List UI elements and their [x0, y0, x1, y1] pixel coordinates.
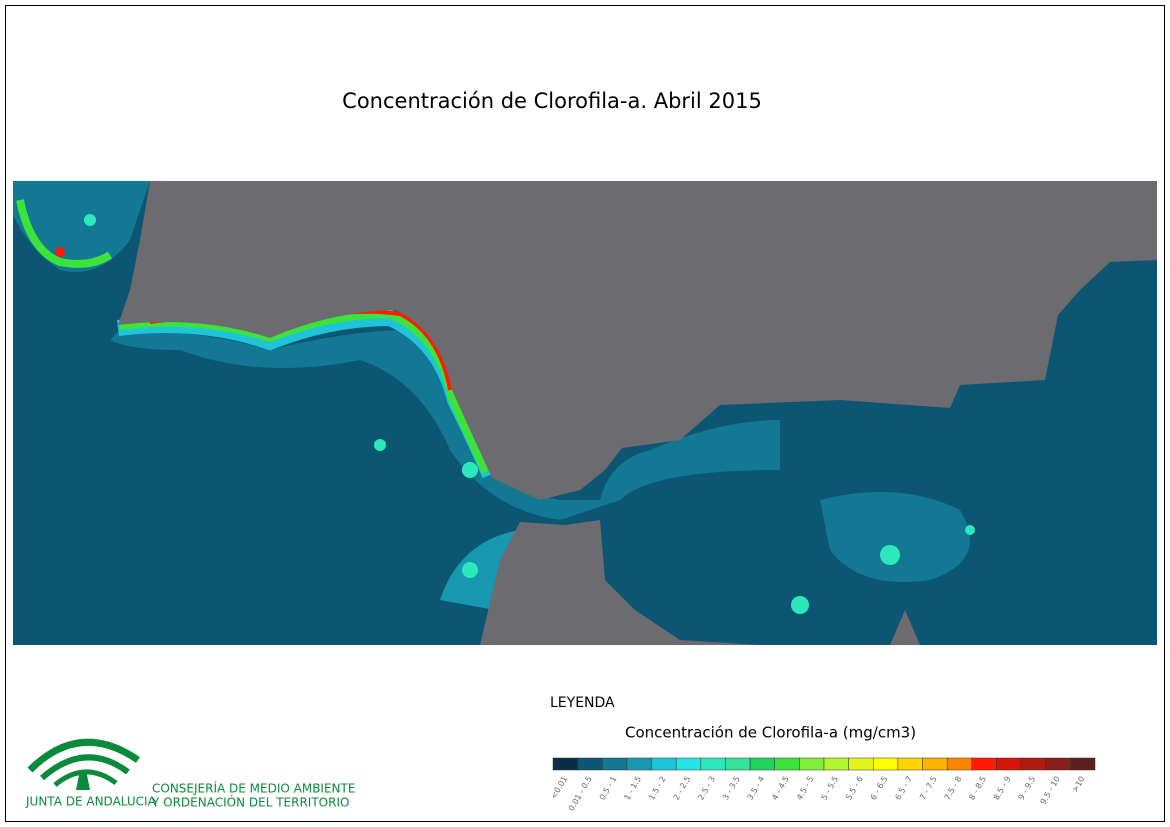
shelf	[820, 492, 970, 582]
legend-swatch	[799, 757, 825, 771]
legend-swatch	[626, 757, 652, 771]
patch	[462, 462, 478, 478]
legend-swatch	[1020, 757, 1046, 771]
legend-swatch	[602, 757, 628, 771]
coastal-band	[119, 309, 490, 474]
legend-swatch	[774, 757, 800, 771]
logo-name: JUNTA DE ANDALUCIA	[25, 795, 157, 809]
land-south	[480, 520, 760, 645]
patches	[84, 214, 975, 614]
legend-swatch	[725, 757, 751, 771]
patch	[965, 525, 975, 535]
legend-swatch	[675, 757, 702, 771]
legend-swatch	[848, 757, 874, 771]
logo-department: CONSEJERÍA DE MEDIO AMBIENTE	[152, 781, 355, 796]
legend-swatch	[823, 757, 849, 771]
legend-swatch	[922, 757, 948, 771]
logo: JUNTA DE ANDALUCIA CONSEJERÍA DE MEDIO A…	[25, 738, 355, 810]
legend-swatch	[552, 757, 578, 771]
legend-swatch	[1045, 757, 1071, 771]
logo-figure	[76, 770, 90, 790]
legend-swatch	[651, 757, 677, 771]
coastal-band	[16, 199, 113, 268]
legend-swatch	[873, 757, 899, 771]
patch	[374, 439, 386, 451]
patch	[84, 214, 96, 226]
patch	[880, 545, 900, 565]
legend-heading: LEYENDA	[550, 695, 615, 711]
legend-swatch	[996, 757, 1022, 771]
legend-swatch	[1070, 757, 1096, 771]
legend-swatch	[700, 757, 726, 771]
legend-swatch	[946, 757, 973, 771]
legend-swatch	[897, 757, 923, 771]
legend-swatch	[749, 757, 775, 771]
logo-department: Y ORDENACIÓN DEL TERRITORIO	[151, 795, 349, 810]
hotspot	[55, 247, 65, 257]
legend-swatch	[577, 757, 603, 771]
shelf	[110, 330, 780, 520]
land-south	[890, 610, 920, 645]
logo-arc	[27, 738, 140, 773]
patch	[462, 562, 478, 578]
land-north	[118, 181, 1157, 500]
legend-subtitle: Concentración de Clorofila-a (mg/cm3)	[625, 724, 916, 742]
map-title: Concentración de Clorofila-a. Abril 2015	[342, 89, 762, 113]
map	[13, 181, 1157, 645]
logo-arc	[40, 754, 130, 781]
legend-swatch	[971, 757, 997, 771]
patch	[791, 596, 809, 614]
